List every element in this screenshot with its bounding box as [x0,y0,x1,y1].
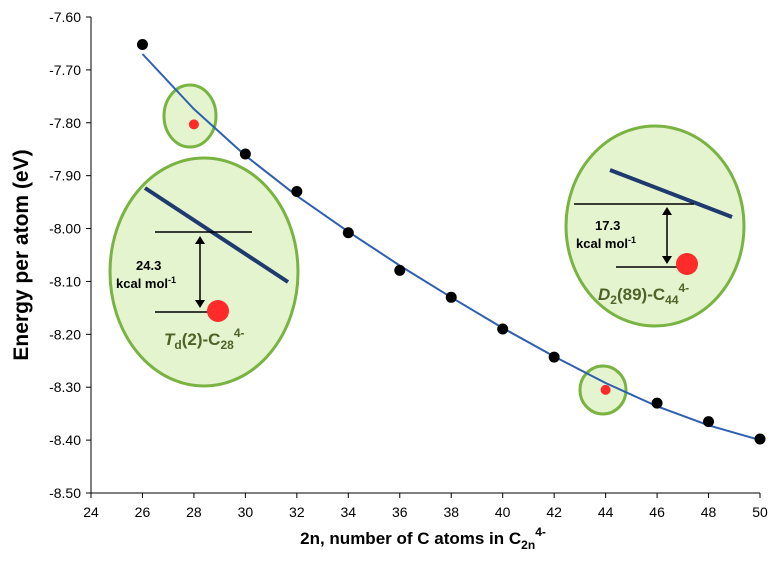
y-tick-label: -8.30 [49,379,81,395]
y-tick-label: -8.50 [49,485,81,501]
inset-d2-point [676,253,698,275]
inset-td-species-label: Td(2)-C284- [164,326,244,352]
data-point [445,291,457,303]
y-tick-label: -8.20 [49,326,81,342]
data-point [291,186,303,198]
inset-td-arrowhead-down [195,300,205,308]
y-tick-label: -7.80 [49,115,81,131]
data-point [394,264,406,276]
x-tick-label: 26 [135,504,151,520]
y-tick-label: -7.60 [49,9,81,25]
inset-d2-arrowhead-up [662,207,672,215]
inset-bubble-d2-c44 [564,124,746,328]
inset-d2-arrowhead-down [662,256,672,264]
x-tick-label: 38 [443,504,459,520]
inset-d2-gap-unit: kcal mol-1 [576,235,636,251]
y-tick-label: -7.90 [49,168,81,184]
x-tick-label: 44 [598,504,614,520]
x-tick-label: 28 [186,504,202,520]
inset-td-gap-value: 24.3 [136,258,161,273]
x-tick-label: 50 [752,504,768,520]
axes [90,17,760,494]
y-tick-label: -8.40 [49,432,81,448]
data-point [497,323,509,335]
y-tick-label: -8.00 [49,221,81,237]
y-tick-label: -7.70 [49,62,81,78]
inset-d2-gap-value: 17.3 [595,218,620,233]
x-tick-label: 46 [649,504,665,520]
inset-d2-species-label: D2(89)-C444- [598,281,689,307]
inset-td-point [207,300,229,322]
inset-td-c28: 24.3 kcal mol-1 Td(2)-C284- [116,186,290,352]
data-point [651,397,663,409]
highlighted-data-point [188,119,199,130]
data-point [342,227,354,239]
x-tick-label: 30 [238,504,254,520]
inset-td-arrowhead-up [195,236,205,244]
y-tick-label: -8.10 [49,273,81,289]
data-point [754,433,766,445]
x-axis-title: 2n, number of C atoms in C2n4- [300,525,546,552]
highlighted-data-point [600,384,611,395]
inset-td-fit-segment [143,186,290,284]
data-point [703,416,715,428]
inset-bubble-td-c28 [108,156,300,388]
x-ticks: 24 26 28 30 32 34 36 38 40 42 44 46 48 50 [83,493,768,520]
x-tick-label: 40 [495,504,511,520]
x-tick-label: 48 [701,504,717,520]
x-tick-label: 24 [83,504,99,520]
inset-td-gap-unit: kcal mol-1 [116,275,176,291]
x-tick-label: 42 [546,504,562,520]
data-point [548,351,560,363]
data-point [239,148,251,160]
x-tick-label: 32 [289,504,305,520]
x-tick-label: 36 [392,504,408,520]
inset-d2-c44: 17.3 kcal mol-1 D2(89)-C444- [574,168,733,307]
inset-d2-fit-segment [609,168,733,219]
x-tick-label: 34 [341,504,357,520]
highlight-bubble-c28-point [162,83,218,149]
data-points [136,39,766,445]
data-point [136,39,148,51]
y-ticks: -7.60 -7.70 -7.80 -7.90 -8.00 -8.10 -8.20 -8.30… [49,9,91,501]
y-axis-title: Energy per atom (eV) [10,149,33,360]
